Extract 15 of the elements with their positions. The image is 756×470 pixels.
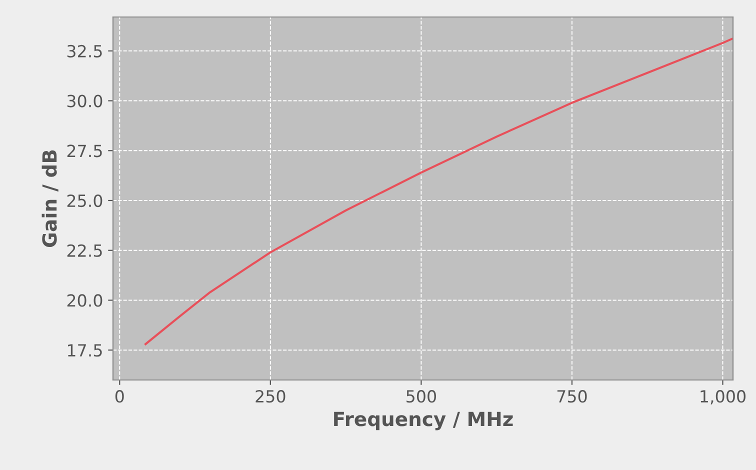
y-tick-label: 20.0 [67, 294, 102, 307]
y-tick-label: 25.0 [67, 194, 102, 208]
x-tick-label: 500 [406, 390, 436, 403]
x-tick-label: 750 [557, 390, 587, 403]
y-axis-title: Gain / dB [42, 150, 58, 248]
x-tick-label: 1,000 [700, 390, 746, 404]
y-tick-label: 17.5 [68, 344, 102, 357]
y-tick-label: 32.5 [67, 44, 102, 58]
y-tick-label: 27.5 [67, 144, 102, 158]
y-tick-label: 30.0 [67, 94, 102, 108]
x-tick-label: 0 [115, 390, 124, 403]
x-tick-label: 250 [256, 390, 286, 403]
x-axis-title: Frequency / MHz [334, 412, 513, 430]
y-tick-label: 22.5 [67, 244, 102, 257]
line-series [144, 38, 733, 346]
